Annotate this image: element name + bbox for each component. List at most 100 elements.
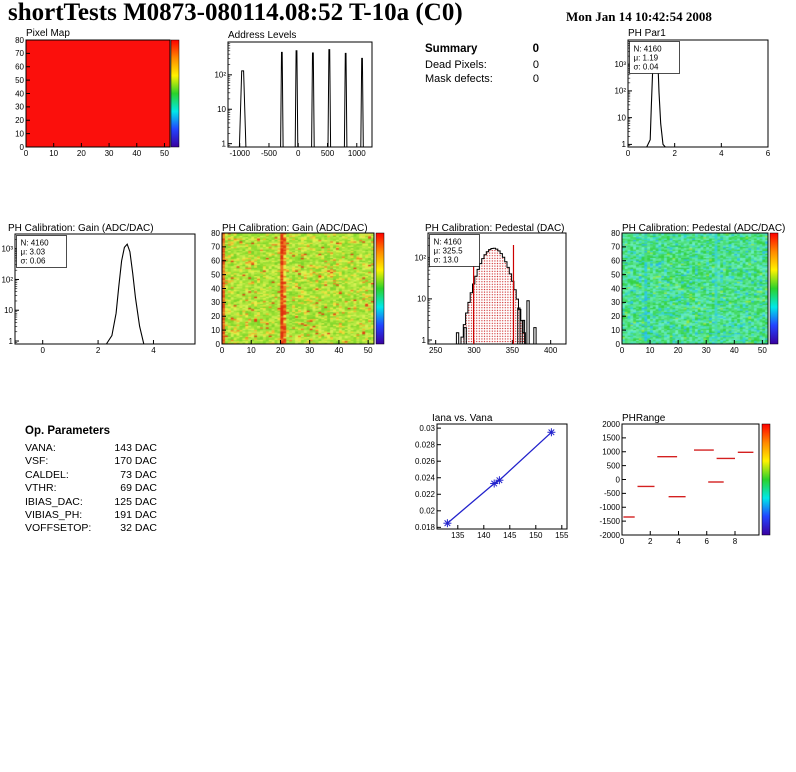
gain-map-chart: 0 10 20 30 40 50 0 10 20 30 40 50 60 70 80 <box>211 229 385 355</box>
iana-vs-vana-title: Iana vs. Vana <box>432 413 493 424</box>
svg-text:60: 60 <box>611 257 620 266</box>
svg-text:60: 60 <box>15 63 24 72</box>
op-param-row-vsf: VSF: 170 DAC <box>25 455 157 468</box>
svg-text:500: 500 <box>321 149 335 158</box>
pedestal-hist-title: PH Calibration: Pedestal (DAC) <box>425 223 565 234</box>
svg-text:-1500: -1500 <box>600 517 621 526</box>
svg-text:10: 10 <box>247 346 256 355</box>
summary-total-value: 0 <box>532 43 539 55</box>
svg-text:0.024: 0.024 <box>415 474 436 483</box>
svg-text:30: 30 <box>611 298 620 307</box>
svg-text:150: 150 <box>529 531 543 540</box>
summary-block: Summary 0 Dead Pixels: 0 Mask defects: 0 <box>425 42 539 86</box>
summary-row-label: Dead Pixels: <box>425 59 487 71</box>
summary-row-value: 0 <box>532 73 539 85</box>
op-param-value: 143 DAC <box>114 442 157 454</box>
svg-text:0.022: 0.022 <box>415 490 436 499</box>
pedestal-map-title: PH Calibration: Pedestal (ADC/DAC) <box>622 223 786 234</box>
svg-text:20: 20 <box>77 149 86 158</box>
svg-text:4: 4 <box>151 346 156 355</box>
svg-text:10: 10 <box>611 326 620 335</box>
gain-hist-title: PH Calibration: Gain (ADC/DAC) <box>8 223 154 234</box>
svg-text:2: 2 <box>96 346 101 355</box>
svg-text:σ: 13.0: σ: 13.0 <box>434 256 460 265</box>
pedestal-map-chart: 0 10 20 30 40 50 0 10 20 30 40 50 60 70 80 <box>611 229 779 355</box>
summary-row-label: Mask defects: <box>425 73 493 85</box>
svg-text:145: 145 <box>503 531 517 540</box>
svg-text:2: 2 <box>648 537 653 546</box>
svg-text:20: 20 <box>211 312 220 321</box>
svg-text:30: 30 <box>105 149 114 158</box>
pixel-map-title: Pixel Map <box>26 28 70 39</box>
op-param-label: VSF: <box>25 455 49 468</box>
page-title: shortTests M0873-080114.08:52 T-10a (C0) <box>8 0 463 26</box>
svg-text:20: 20 <box>611 312 620 321</box>
svg-text:60: 60 <box>211 257 220 266</box>
svg-text:0: 0 <box>40 346 45 355</box>
op-param-row-ibias-dac: IBIAS_DAC: 125 DAC <box>25 496 157 509</box>
pixel-map-chart: 0 10 20 30 40 50 0 10 20 30 40 50 60 70 80 <box>15 36 180 158</box>
op-param-label: IBIAS_DAC: <box>25 495 83 508</box>
svg-text:80: 80 <box>211 229 220 238</box>
pedestal-hist-pad: PH Calibration: Pedestal (DAC) 250 300 350… <box>400 218 600 378</box>
op-param-value: 69 DAC <box>120 482 157 495</box>
svg-text:-1000: -1000 <box>600 503 621 512</box>
op-param-label: VIBIAS_PH: <box>25 509 83 522</box>
svg-text:2: 2 <box>672 149 677 158</box>
svg-text:10: 10 <box>211 326 220 335</box>
svg-text:-500: -500 <box>261 149 278 158</box>
svg-text:0: 0 <box>216 340 221 349</box>
svg-text:135: 135 <box>451 531 465 540</box>
summary-row-mask-defects: Mask defects: 0 <box>425 72 539 86</box>
svg-text:10: 10 <box>15 129 24 138</box>
svg-text:0: 0 <box>626 149 631 158</box>
svg-text:0.02: 0.02 <box>419 507 435 516</box>
op-param-label: VANA: <box>25 442 56 454</box>
svg-text:0: 0 <box>620 346 625 355</box>
svg-text:-500: -500 <box>604 489 621 498</box>
svg-text:8: 8 <box>733 537 738 546</box>
svg-text:10²: 10² <box>214 71 226 80</box>
svg-text:10: 10 <box>4 306 13 315</box>
svg-text:4: 4 <box>676 537 681 546</box>
op-parameters-header: Op. Parameters <box>25 424 157 438</box>
phrange-chart: 0 2 4 6 8 2000 1500 1000 500 0 -500 -1000 -1500 -2000 <box>600 420 771 546</box>
pedestal-map-pad: PH Calibration: Pedestal (ADC/DAC) 0 10 20… <box>596 218 796 378</box>
svg-text:1: 1 <box>622 140 627 149</box>
gain-map-title: PH Calibration: Gain (ADC/DAC) <box>222 223 368 234</box>
phrange-pad: PHRange 0 2 4 6 8 2000 1500 1000 500 0 -500 -1000 -1… <box>596 405 796 565</box>
svg-text:0: 0 <box>296 149 301 158</box>
svg-text:40: 40 <box>611 284 620 293</box>
svg-text:1500: 1500 <box>602 434 620 443</box>
op-param-row-vibias-ph: VIBIAS_PH: 191 DAC <box>25 509 157 522</box>
svg-text:70: 70 <box>15 49 24 58</box>
svg-text:10²: 10² <box>614 87 626 96</box>
svg-text:μ: 325.5: μ: 325.5 <box>434 247 464 256</box>
svg-text:σ: 0.04: σ: 0.04 <box>634 63 660 72</box>
op-param-value: 125 DAC <box>114 495 157 508</box>
svg-text:-1000: -1000 <box>229 149 250 158</box>
summary-title: Summary <box>425 43 478 55</box>
svg-text:10: 10 <box>217 105 226 114</box>
svg-text:30: 30 <box>15 103 24 112</box>
svg-text:0.026: 0.026 <box>415 457 436 466</box>
address-levels-title: Address Levels <box>228 30 297 41</box>
address-levels-chart: -1000 -500 0 500 1000 1 10 10² <box>214 41 373 158</box>
svg-text:50: 50 <box>15 76 24 85</box>
svg-text:10: 10 <box>49 149 58 158</box>
pedestal-map-canvas <box>622 233 768 344</box>
ph-par1-pad: PH Par1 0 2 4 6 1 10 10² 10³ N: 4160 μ: 1.19 σ: 0.… <box>596 26 796 186</box>
svg-text:1: 1 <box>422 336 427 345</box>
svg-text:50: 50 <box>758 346 767 355</box>
svg-text:40: 40 <box>334 346 343 355</box>
svg-text:6: 6 <box>705 537 710 546</box>
svg-text:10: 10 <box>617 113 626 122</box>
svg-text:-2000: -2000 <box>600 531 621 540</box>
op-param-label: VTHR: <box>25 482 57 495</box>
svg-text:140: 140 <box>477 531 491 540</box>
op-param-row-voffsetop: VOFFSETOP: 32 DAC <box>25 522 157 535</box>
svg-text:20: 20 <box>15 116 24 125</box>
pixel-map-pad: Pixel Map 0 10 20 30 40 50 0 10 20 30 40 50 60 70 80 <box>0 26 200 186</box>
